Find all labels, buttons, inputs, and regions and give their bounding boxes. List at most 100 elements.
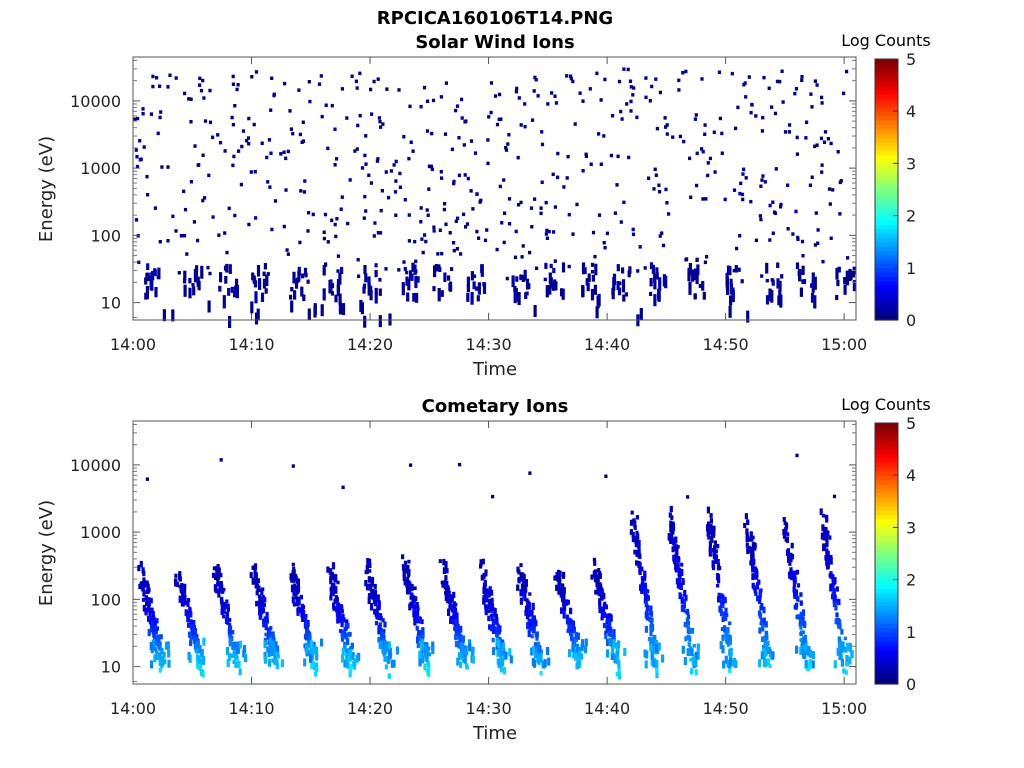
heatmap-cell — [481, 558, 485, 565]
heatmap-cell — [406, 566, 410, 574]
heatmap-cell — [708, 156, 712, 161]
colorbar-segment — [875, 627, 898, 633]
heatmap-cell — [770, 105, 774, 109]
heatmap-cell — [621, 267, 625, 274]
heatmap-cell — [188, 277, 192, 284]
heatmap-cell — [233, 643, 238, 649]
heatmap-cell — [844, 649, 848, 653]
heatmap-cell — [670, 515, 674, 520]
heatmap-cell — [311, 212, 315, 217]
heatmap-cell — [395, 646, 399, 655]
heatmap-cell — [200, 648, 204, 657]
colorbar-segment — [875, 614, 898, 620]
heatmap-cell — [586, 282, 590, 292]
y-axis-label: Energy (eV) — [36, 500, 57, 606]
heatmap-cell — [484, 569, 488, 574]
heatmap-cell — [439, 95, 443, 99]
heatmap-cell — [362, 283, 367, 289]
heatmap-cell — [217, 590, 221, 598]
heatmap-cell — [495, 122, 500, 127]
heatmap-cell — [382, 646, 386, 655]
heatmap-cell — [831, 188, 835, 192]
heatmap-cell — [211, 215, 215, 219]
heatmap-cell — [479, 198, 483, 203]
heatmap-cell — [291, 131, 295, 136]
heatmap-cell — [202, 637, 206, 646]
heatmap-cell — [750, 103, 754, 107]
heatmap-cell — [142, 590, 146, 597]
heatmap-cell — [799, 600, 803, 606]
heatmap-cell — [338, 293, 342, 306]
heatmap-cell — [556, 151, 560, 156]
heatmap-cell — [629, 529, 633, 535]
heatmap-cell — [762, 617, 766, 625]
heatmap-cell — [412, 604, 416, 610]
heatmap-cell — [706, 521, 711, 529]
heatmap-cell — [458, 462, 462, 467]
heatmap-cell — [276, 654, 280, 659]
heatmap-cell — [759, 588, 763, 593]
heatmap-cell — [186, 611, 190, 618]
heatmap-cell — [374, 613, 378, 618]
heatmap-cell — [466, 276, 470, 287]
colorbar-segment — [875, 523, 898, 528]
heatmap-cell — [425, 654, 429, 660]
heatmap-cell — [770, 289, 774, 303]
heatmap-cell — [564, 599, 568, 606]
heatmap-cell — [753, 566, 757, 574]
heatmap-cell — [849, 270, 853, 281]
heatmap-cell — [408, 581, 412, 587]
heatmap-cell — [147, 601, 151, 607]
heatmap-cell — [166, 165, 170, 169]
heatmap-cell — [784, 526, 788, 534]
heatmap-cell — [811, 272, 815, 285]
heatmap-cells — [133, 67, 856, 328]
heatmap-cell — [601, 591, 605, 599]
heatmap-cell — [803, 644, 807, 653]
heatmap-cell — [794, 209, 798, 214]
heatmap-cell — [367, 173, 371, 177]
heatmap-cell — [677, 576, 681, 581]
heatmap-cell — [331, 573, 335, 581]
heatmap-cell — [539, 211, 543, 216]
colorbar-segment — [875, 224, 898, 230]
heatmap-cell — [598, 582, 602, 587]
heatmap-cell — [425, 642, 429, 648]
heatmap-cell — [291, 464, 295, 468]
heatmap-cell — [519, 597, 523, 605]
heatmap-cell — [454, 108, 458, 113]
heatmap-cell — [789, 556, 793, 563]
heatmap-cell — [153, 654, 157, 663]
heatmap-cell — [379, 208, 383, 213]
heatmap-cell — [795, 262, 800, 270]
heatmap-cell — [691, 270, 695, 282]
heatmap-cell — [153, 642, 157, 647]
heatmap-cell — [527, 630, 531, 637]
heatmap-cell — [758, 627, 762, 634]
heatmap-cell — [557, 570, 561, 575]
heatmap-cell — [729, 278, 733, 287]
heatmap-cell — [816, 241, 820, 245]
heatmap-cell — [787, 130, 791, 134]
heatmap-cell — [364, 273, 368, 283]
colorbar-segment — [875, 293, 898, 299]
heatmap-cell — [201, 656, 205, 665]
heatmap-cell — [492, 620, 496, 625]
heatmap-cell — [182, 233, 187, 238]
heatmap-cell — [513, 285, 517, 292]
heatmap-cell — [696, 264, 700, 276]
heatmap-cell — [178, 576, 182, 582]
heatmap-cell — [489, 627, 493, 632]
y-tick-label: 10000 — [70, 456, 121, 475]
heatmap-cell — [413, 618, 417, 626]
heatmap-cell — [728, 266, 732, 276]
heatmap-cell — [377, 116, 381, 120]
heatmap-cell — [303, 616, 308, 621]
heatmap-cell — [364, 209, 368, 213]
heatmap-cell — [527, 611, 531, 618]
heatmap-cell — [449, 615, 453, 620]
heatmap-cell — [187, 598, 191, 602]
heatmap-cell — [539, 206, 543, 210]
heatmap-cell — [440, 580, 444, 585]
heatmap-cell — [754, 114, 758, 118]
